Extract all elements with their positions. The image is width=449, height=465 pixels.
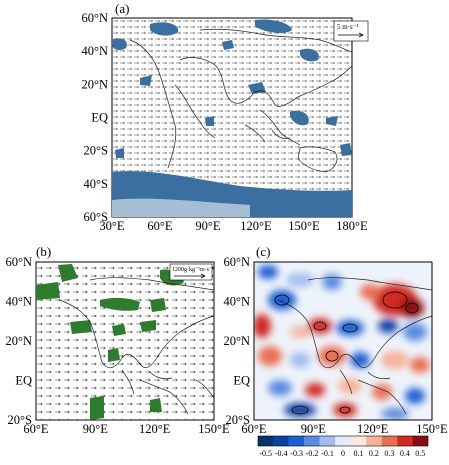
colorbar-swatch xyxy=(258,436,274,446)
panel-c-lon-tick: 120°E xyxy=(357,422,389,436)
panel-a-lon-tick: 120°E xyxy=(240,219,272,233)
panel-c-lat-tick: 20°N xyxy=(223,334,250,348)
panel-a-lat-tick: 60°S xyxy=(84,210,108,224)
colorbar-label: -0.5 xyxy=(259,449,272,458)
panel-b-shading xyxy=(36,264,184,420)
colorbar-label: 0 xyxy=(341,449,345,458)
panel-a-lon-tick: 180°E xyxy=(336,219,368,233)
panel-c-frame xyxy=(253,261,433,421)
panel-b-label: (b) xyxy=(36,244,51,259)
panel-c-significance-contours xyxy=(274,291,419,415)
colorbar-swatch xyxy=(319,436,336,446)
panel-a-ref-arrow xyxy=(338,32,364,38)
colorbar-label: -0.2 xyxy=(306,449,319,458)
panel-b-lat-tick: 20°N xyxy=(5,334,32,348)
panel-b-lat-tick: 60°N xyxy=(5,255,32,269)
panel-b-flux-vectors xyxy=(36,262,214,420)
colorbar-label: 0.3 xyxy=(384,449,394,458)
panel-a-lat-tick: 20°N xyxy=(81,77,108,91)
colorbar-swatch xyxy=(412,436,428,446)
colorbar-swatch xyxy=(273,436,289,446)
panel-b: 1200g·kg⁻¹m·s⁻¹ (b) xyxy=(35,244,215,421)
panel-a-lat-tick: 20°S xyxy=(84,144,108,158)
panel-a-label: (a) xyxy=(115,1,129,16)
panel-b-lat-tick: 40°N xyxy=(5,295,32,309)
panel-a-ref-box xyxy=(333,20,369,42)
panel-a-lon-tick: 90°E xyxy=(195,219,220,233)
colorbar-swatch xyxy=(366,436,382,446)
panel-c-lon-tick: 150°E xyxy=(416,422,448,436)
colorbar-swatch xyxy=(304,436,320,446)
panel-a: 5 m·s⁻¹ (a) xyxy=(111,1,369,218)
colorbar-label: -0.1 xyxy=(321,449,334,458)
panel-c-lat-tick: EQ xyxy=(233,374,250,388)
panel-b-lon-tick: 60°E xyxy=(23,422,48,436)
colorbar-swatch xyxy=(335,436,351,446)
panel-a-ref-label: 5 m·s⁻¹ xyxy=(337,23,359,31)
panel-b-lat-tick: EQ xyxy=(15,374,32,388)
panel-a-coastlines xyxy=(129,28,352,173)
panel-a-shading xyxy=(112,19,352,217)
panel-c-lat-tick: 40°N xyxy=(223,295,250,309)
colorbar-label: -0.3 xyxy=(290,449,303,458)
panel-a-lon-tick: 30°E xyxy=(99,219,124,233)
panel-c-lat-tick: 60°N xyxy=(223,255,250,269)
panel-b-lon-tick: 120°E xyxy=(139,422,171,436)
panel-c-coastlines xyxy=(277,277,432,415)
panel-b-lon-tick: 150°E xyxy=(198,422,230,436)
panel-b-ref-label: 1200g·kg⁻¹m·s⁻¹ xyxy=(172,267,214,273)
panel-a-lon-tick: 60°E xyxy=(147,219,172,233)
colorbar-label: 0.1 xyxy=(353,449,363,458)
panel-c-lat-tick: 20°S xyxy=(226,413,250,427)
colorbar-frame xyxy=(257,435,429,447)
colorbar-label: 0.2 xyxy=(369,449,379,458)
panel-c-lon-tick: 60°E xyxy=(241,422,266,436)
colorbar-label: -0.4 xyxy=(275,449,288,458)
panel-b-coastlines xyxy=(59,277,214,415)
panel-a-lat-tick: 40°S xyxy=(84,177,108,191)
panel-a-lat-tick: EQ xyxy=(91,111,108,125)
panel-b-lat-tick: 20°S xyxy=(8,413,32,427)
panel-c-label: (c) xyxy=(256,244,270,259)
colorbar-label: 0.4 xyxy=(400,449,410,458)
panel-b-lon-tick: 90°E xyxy=(83,422,108,436)
colorbar-swatch xyxy=(288,436,305,446)
panel-c-colorbar: -0.5 -0.4 -0.3 -0.2 -0.1 0 0.1 0.2 0.3 0.4 0.5 xyxy=(257,435,429,458)
colorbar-swatch xyxy=(397,436,413,446)
colorbar-label: 0.5 xyxy=(415,449,425,458)
panel-c-lon-tick: 90°E xyxy=(301,422,326,436)
panel-c-correlation-field xyxy=(254,265,430,420)
panel-a-lon-tick: 150°E xyxy=(288,219,320,233)
colorbar-swatch xyxy=(350,436,367,446)
panel-b-ref-arrow xyxy=(174,273,206,279)
panel-c: (c) -0.5 -0.4 -0.3 -0.2 -0.1 0 0.1 0.2 0.3 0.4 0.5 xyxy=(253,244,433,458)
panel-a-lat-tick: 60°N xyxy=(81,11,108,25)
colorbar-swatch xyxy=(381,436,398,446)
panel-a-lat-tick: 40°N xyxy=(81,44,108,58)
